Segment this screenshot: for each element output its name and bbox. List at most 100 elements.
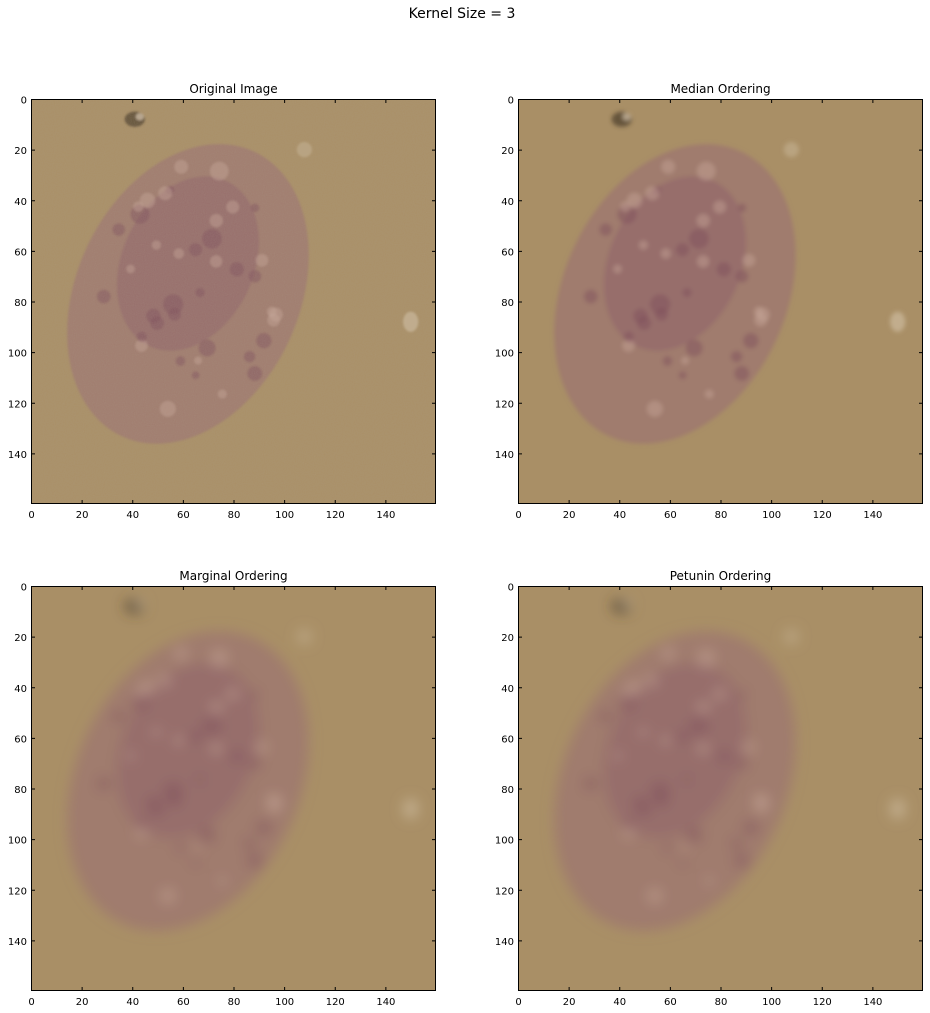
x-tick-label: 0 (28, 997, 34, 1008)
cell-speckle (168, 794, 182, 808)
x-tick-label: 140 (863, 997, 882, 1008)
x-tick-label: 80 (228, 510, 241, 521)
cell-speckle (201, 715, 222, 736)
y-tick-label: 80 (501, 785, 514, 796)
cell-speckle (623, 818, 634, 829)
cell-speckle (660, 735, 671, 746)
cell-speckle (188, 730, 203, 744)
cell-speckle (135, 826, 148, 839)
cell-speckle (269, 794, 283, 809)
panel-3: Marginal Ordering 0 20 40 60 80 100 120 140 0 20 40… (8, 569, 436, 1008)
x-tick-label: 100 (275, 997, 294, 1008)
y-tick-label: 100 (495, 836, 514, 847)
cell-speckle (696, 161, 716, 181)
cell-speckle (678, 371, 687, 380)
cell-speckle (623, 331, 634, 342)
cell-speckle (662, 356, 673, 366)
cell-speckle (655, 307, 669, 321)
panel-title: Median Ordering (670, 82, 770, 96)
particle-highlight (622, 600, 631, 608)
cell-speckle (645, 186, 660, 201)
cell-speckle (645, 673, 660, 688)
x-tick-label: 20 (563, 510, 576, 521)
cell-speckle (126, 751, 135, 761)
particle-highlight (135, 600, 144, 608)
panel-title: Marginal Ordering (179, 569, 287, 583)
x-tick-label: 140 (376, 510, 395, 521)
y-tick-label: 80 (501, 298, 514, 309)
x-tick-label: 40 (613, 510, 626, 521)
x-tick-label: 80 (228, 997, 241, 1008)
cell-speckle (675, 243, 690, 257)
noise-overlay (31, 99, 436, 504)
y-tick-label: 20 (501, 146, 514, 157)
cell-speckle (682, 774, 692, 785)
cell-speckle (173, 735, 184, 746)
cell-speckle (681, 843, 690, 852)
cell-speckle (662, 843, 673, 853)
right-spot (890, 798, 906, 819)
cell-speckle (599, 710, 612, 723)
cell-speckle (730, 350, 743, 363)
cell-speckle (685, 826, 703, 844)
cell-speckle (756, 794, 770, 809)
x-tick-label: 100 (762, 510, 781, 521)
x-tick-label: 60 (664, 510, 677, 521)
cell-speckle (743, 820, 759, 836)
y-tick-label: 100 (495, 349, 514, 360)
panel-title: Original Image (189, 82, 277, 96)
cell-speckle (735, 757, 749, 770)
panel-title: Petunin Ordering (670, 569, 772, 583)
y-tick-label: 60 (501, 734, 514, 745)
y-tick-label: 80 (14, 785, 27, 796)
cell-speckle (660, 248, 671, 259)
cell-speckle (638, 240, 648, 250)
cell-speckle (613, 264, 622, 274)
y-tick-label: 20 (501, 633, 514, 644)
y-tick-label: 40 (501, 197, 514, 208)
cell-nucleus (603, 663, 746, 838)
y-tick-label: 20 (14, 633, 27, 644)
cell-speckle (633, 795, 648, 811)
x-tick-label: 20 (76, 510, 89, 521)
cell-speckle (248, 757, 262, 770)
image-area (518, 586, 923, 991)
y-tick-label: 120 (495, 886, 514, 897)
y-tick-label: 0 (508, 583, 514, 594)
cell-speckle (646, 887, 663, 904)
panel-2: Median Ordering 0 20 40 60 80 100 120 140 0 20 40 60… (495, 82, 923, 521)
cell-speckle (704, 876, 714, 886)
cell-speckle (696, 700, 710, 715)
cell-speckle (112, 710, 125, 723)
cell-speckle (688, 228, 709, 249)
cell-nucleus (603, 176, 746, 351)
cell-speckle (256, 820, 272, 836)
cell-speckle (737, 690, 747, 700)
x-tick-label: 120 (326, 510, 345, 521)
x-tick-label: 20 (563, 997, 576, 1008)
cell-speckle (737, 203, 747, 213)
cell-speckle (247, 853, 263, 868)
x-tick-label: 120 (813, 997, 832, 1008)
cell-speckle (716, 262, 732, 277)
y-tick-label: 120 (8, 399, 27, 410)
cell-speckle (174, 646, 189, 661)
image-area (31, 586, 436, 991)
cell-speckle (599, 223, 612, 236)
y-tick-label: 40 (14, 197, 27, 208)
y-tick-label: 0 (21, 96, 27, 107)
cell-speckle (622, 826, 635, 839)
x-tick-label: 0 (28, 510, 34, 521)
x-tick-label: 40 (126, 997, 139, 1008)
x-tick-label: 60 (177, 510, 190, 521)
cell-speckle (633, 308, 648, 324)
cell-speckle (735, 270, 749, 283)
y-tick-label: 140 (8, 937, 27, 948)
cell-speckle (229, 749, 245, 764)
y-tick-label: 120 (8, 886, 27, 897)
y-tick-label: 140 (495, 450, 514, 461)
x-tick-label: 100 (762, 997, 781, 1008)
y-tick-label: 80 (14, 298, 27, 309)
cell-speckle (139, 679, 156, 696)
